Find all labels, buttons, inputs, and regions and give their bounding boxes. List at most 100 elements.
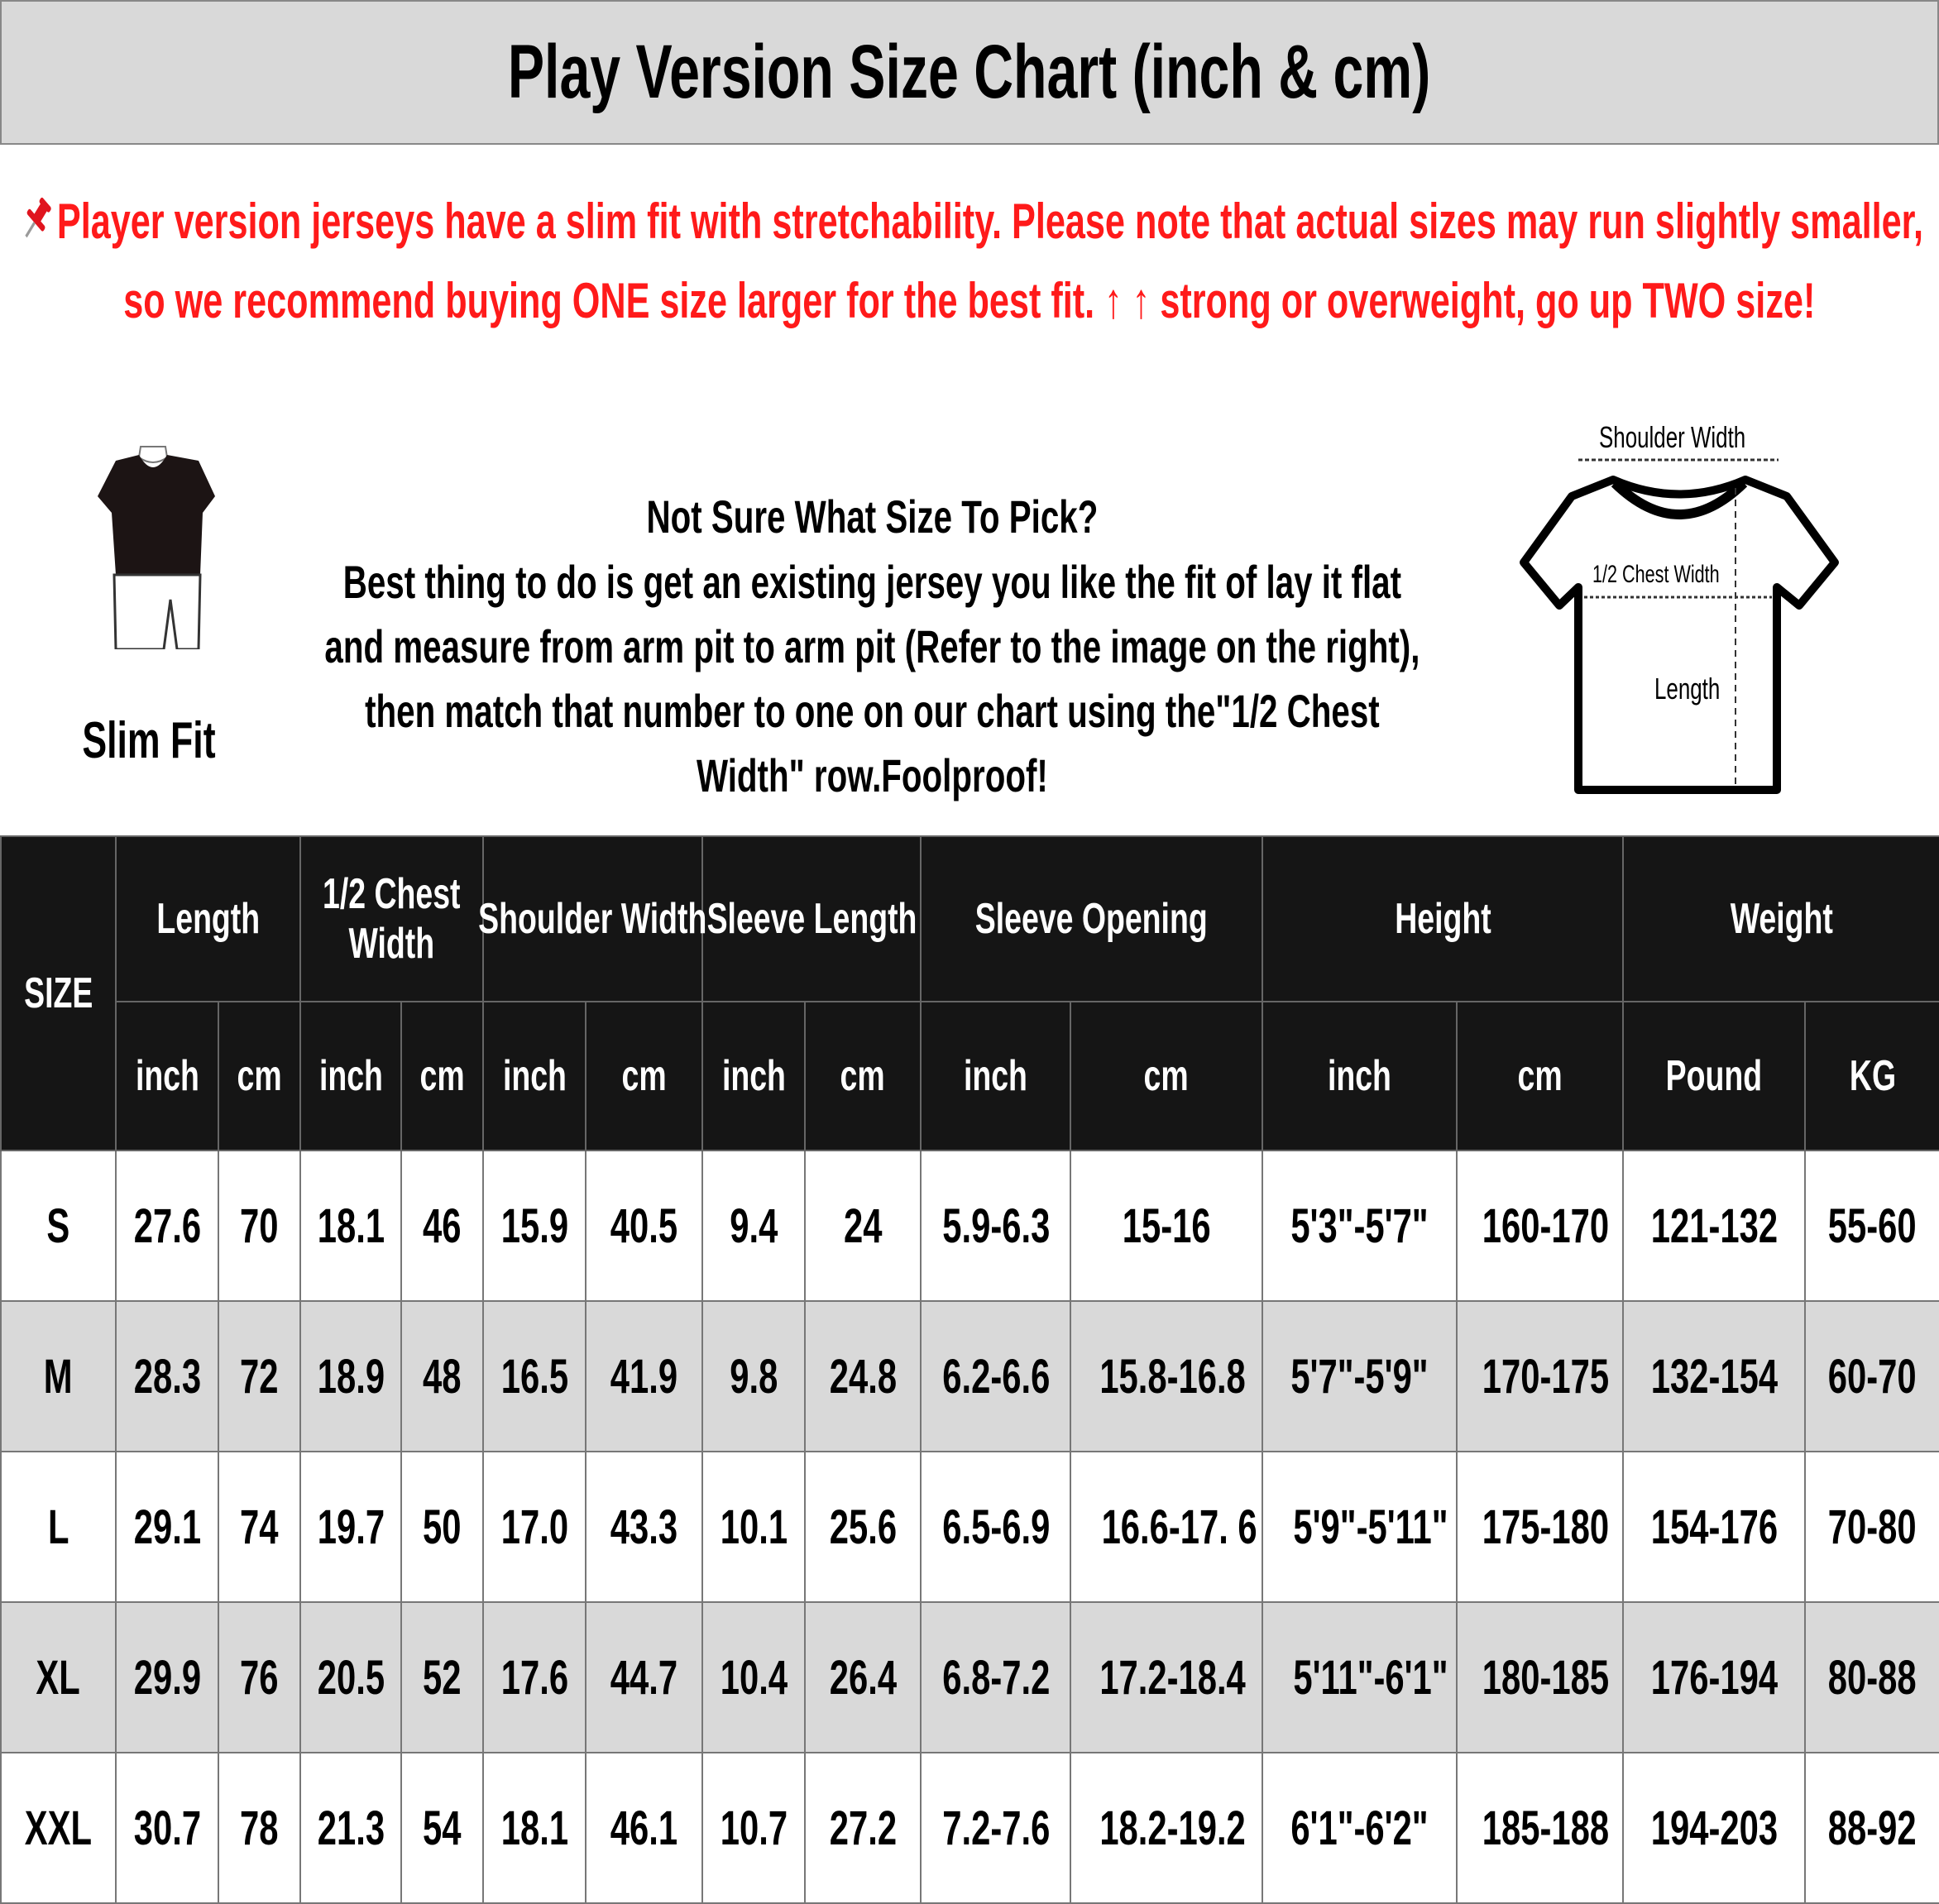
value-cell: 43.3: [585, 1451, 704, 1603]
unit-header: inch: [1262, 1001, 1458, 1151]
group-header: Sleeve Length: [701, 835, 922, 1002]
group-header: Length: [114, 835, 302, 1002]
value-cell: 24.8: [804, 1300, 922, 1452]
value-cell: 16.6-17. 6: [1070, 1451, 1264, 1603]
group-header: 1/2 Chest Width: [299, 835, 485, 1002]
value-cell: 55-60: [1804, 1150, 1939, 1302]
value-cell: 18.9: [299, 1300, 403, 1452]
value-cell: 6.2-6.6: [920, 1300, 1072, 1452]
value-cell: 15.8-16.8: [1070, 1300, 1264, 1452]
size-cell: M: [0, 1300, 117, 1452]
unit-header: inch: [701, 1001, 807, 1151]
value-cell: 25.6: [804, 1451, 922, 1603]
value-cell: 21.3: [299, 1752, 403, 1904]
shoulder-width-label: Shoulder Width: [1599, 420, 1746, 454]
unit-header: cm: [1070, 1001, 1264, 1151]
value-cell: 18.2-19.2: [1070, 1752, 1264, 1904]
value-cell: 6'1"-6'2": [1262, 1752, 1458, 1904]
value-cell: 10.7: [701, 1752, 807, 1904]
table-row: S 27.6 70 18.1 46 15.9 40.5 9.4 24 5.9-6.3 15-16 5'…: [0, 1150, 1939, 1302]
unit-header: cm: [804, 1001, 922, 1151]
value-cell: 29.1: [115, 1451, 219, 1603]
value-cell: 80-88: [1804, 1601, 1939, 1753]
value-cell: 19.7: [299, 1451, 403, 1603]
size-header: SIZE: [0, 835, 117, 1151]
value-cell: 18.1: [482, 1752, 587, 1904]
unit-header: inch: [115, 1001, 219, 1151]
value-cell: 5'9"-5'11": [1262, 1451, 1458, 1603]
chest-width-label: 1/2 Chest Width: [1592, 561, 1720, 588]
value-cell: 121-132: [1622, 1150, 1807, 1302]
value-cell: 74: [217, 1451, 302, 1603]
value-cell: 9.4: [701, 1150, 807, 1302]
value-cell: 26.4: [804, 1601, 922, 1753]
value-cell: 5.9-6.3: [920, 1150, 1072, 1302]
unit-header: cm: [1456, 1001, 1625, 1151]
value-cell: 20.5: [299, 1601, 403, 1753]
value-cell: 72: [217, 1300, 302, 1452]
table-row: L 29.1 74 19.7 50 17.0 43.3 10.1 25.6 6.5-6.9 16.6…: [0, 1451, 1939, 1603]
unit-header: Pound: [1622, 1001, 1807, 1151]
group-header: Shoulder Width: [478, 835, 707, 1002]
page-title: Play Version Size Chart (inch & cm): [508, 30, 1431, 114]
tshirt-measurement-diagram: Shoulder Width 1/2 Chest Width Length: [1514, 414, 1845, 802]
value-cell: 175-180: [1456, 1451, 1625, 1603]
value-cell: 70: [217, 1150, 302, 1302]
value-cell: 6.8-7.2: [920, 1601, 1072, 1753]
value-cell: 46.1: [585, 1752, 704, 1904]
group-header: Weight: [1622, 835, 1939, 1002]
unit-header: cm: [400, 1001, 485, 1151]
group-header: Sleeve Opening: [920, 835, 1264, 1002]
value-cell: 40.5: [585, 1150, 704, 1302]
value-cell: 27.2: [804, 1752, 922, 1904]
value-cell: 44.7: [585, 1601, 704, 1753]
value-cell: 41.9: [585, 1300, 704, 1452]
unit-header: KG: [1804, 1001, 1939, 1151]
value-cell: 154-176: [1622, 1451, 1807, 1603]
value-cell: 78: [217, 1752, 302, 1904]
value-cell: 132-154: [1622, 1300, 1807, 1452]
unit-header: inch: [920, 1001, 1072, 1151]
value-cell: 18.1: [299, 1150, 403, 1302]
slim-fit-label: Slim Fit: [82, 712, 216, 769]
value-cell: 30.7: [115, 1752, 219, 1904]
value-cell: 5'7"-5'9": [1262, 1300, 1458, 1452]
value-cell: 24: [804, 1150, 922, 1302]
value-cell: 170-175: [1456, 1300, 1625, 1452]
instructions-body: Best thing to do is get an existing jers…: [324, 556, 1420, 801]
value-cell: 9.8: [701, 1300, 807, 1452]
value-cell: 28.3: [115, 1300, 219, 1452]
slim-fit-figure-icon: [91, 443, 223, 651]
unit-header: inch: [299, 1001, 403, 1151]
value-cell: 17.6: [482, 1601, 587, 1753]
size-cell: S: [0, 1150, 117, 1302]
unit-header: inch: [482, 1001, 587, 1151]
value-cell: 176-194: [1622, 1601, 1807, 1753]
value-cell: 76: [217, 1601, 302, 1753]
value-cell: 5'11"-6'1": [1262, 1601, 1458, 1753]
value-cell: 10.4: [701, 1601, 807, 1753]
value-cell: 10.1: [701, 1451, 807, 1603]
table-row: XXL 30.7 78 21.3 54 18.1 46.1 10.7 27.2 7.2-7.6 18…: [0, 1752, 1939, 1904]
value-cell: 185-188: [1456, 1752, 1625, 1904]
fit-notice: Player version jerseys have a slim fit w…: [0, 182, 1939, 341]
length-label: Length: [1654, 672, 1721, 706]
value-cell: 160-170: [1456, 1150, 1625, 1302]
title-bar: Play Version Size Chart (inch & cm): [0, 0, 1939, 145]
value-cell: 6.5-6.9: [920, 1451, 1072, 1603]
instructions-heading: Not Sure What Size To Pick?: [646, 490, 1099, 543]
value-cell: 15.9: [482, 1150, 587, 1302]
size-cell: XL: [0, 1601, 117, 1753]
value-cell: 16.5: [482, 1300, 587, 1452]
group-header: Height: [1262, 835, 1625, 1002]
value-cell: 50: [400, 1451, 485, 1603]
value-cell: 88-92: [1804, 1752, 1939, 1904]
value-cell: 17.0: [482, 1451, 587, 1603]
unit-header: cm: [585, 1001, 704, 1151]
table-row: M 28.3 72 18.9 48 16.5 41.9 9.8 24.8 6.2-6.6 15.8-…: [0, 1300, 1939, 1452]
value-cell: 46: [400, 1150, 485, 1302]
notice-text: Player version jerseys have a slim fit w…: [56, 194, 1924, 328]
value-cell: 194-203: [1622, 1752, 1807, 1904]
value-cell: 48: [400, 1300, 485, 1452]
size-cell: L: [0, 1451, 117, 1603]
